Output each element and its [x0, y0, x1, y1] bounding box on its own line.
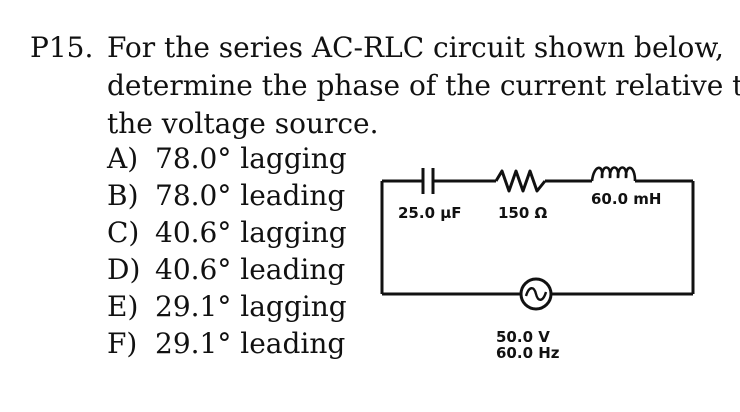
- choice-text: 40.6° leading: [155, 253, 346, 286]
- choice-letter: E): [107, 290, 139, 323]
- resistor-icon: [494, 169, 547, 193]
- choice-b: B) 78.0° leading: [107, 177, 347, 214]
- inductor-icon: [590, 166, 637, 182]
- choice-text: 78.0° lagging: [155, 142, 347, 175]
- choice-letter: B): [107, 179, 139, 212]
- problem-number: P15.: [30, 31, 94, 64]
- choice-text: 40.6° lagging: [155, 216, 347, 249]
- capacitor-icon: [421, 168, 435, 194]
- choice-e: E) 29.1° lagging: [107, 288, 347, 325]
- choice-d: D) 40.6° leading: [107, 251, 347, 288]
- source-frequency-label: 60.0 Hz: [496, 344, 560, 362]
- choice-letter: F): [107, 327, 138, 360]
- choice-letter: C): [107, 216, 140, 249]
- choice-c: C) 40.6° lagging: [107, 214, 347, 251]
- choice-text: 29.1° lagging: [155, 290, 347, 323]
- rlc-circuit-diagram: 25.0 μF 150 Ω 60.0 mH 50.0 V 60.0 Hz: [380, 166, 695, 362]
- choice-letter: A): [107, 142, 139, 175]
- answer-choices: A) 78.0° lagging B) 78.0° leading C) 40.6° …: [107, 140, 347, 362]
- choice-f: F) 29.1° leading: [107, 325, 347, 362]
- ac-source-icon: [519, 277, 553, 311]
- stem-line-2: determine the phase of the current relat…: [107, 69, 740, 102]
- inductor-label: 60.0 mH: [591, 190, 661, 208]
- choice-a: A) 78.0° lagging: [107, 140, 347, 177]
- stem-line-3: the voltage source.: [107, 107, 379, 140]
- choice-text: 29.1° leading: [155, 327, 346, 360]
- capacitor-label: 25.0 μF: [398, 204, 462, 222]
- stem-line-1: For the series AC-RLC circuit shown belo…: [107, 31, 724, 64]
- source-voltage-label: 50.0 V: [496, 328, 550, 346]
- choice-letter: D): [107, 253, 141, 286]
- resistor-label: 150 Ω: [498, 204, 548, 222]
- problem-stem: For the series AC-RLC circuit shown belo…: [107, 29, 740, 143]
- choice-text: 78.0° leading: [155, 179, 346, 212]
